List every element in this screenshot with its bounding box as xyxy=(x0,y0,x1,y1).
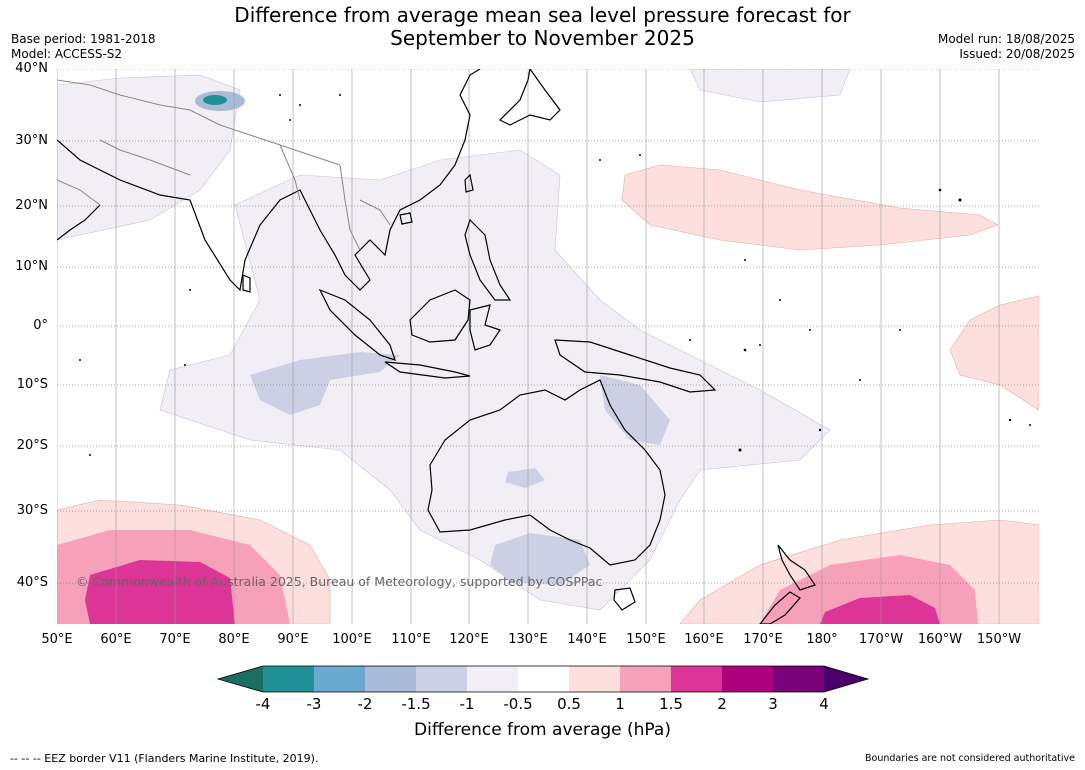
anomaly-region-pink-north-pacific xyxy=(621,164,999,251)
colorbar-tick: -4 xyxy=(255,695,271,713)
lon-label: 110°E xyxy=(391,632,431,647)
lon-label: 160°W xyxy=(917,632,963,647)
colorbar-tick: -1 xyxy=(459,695,475,713)
sulawesi-coastline xyxy=(469,304,501,351)
colorbar-tick: 0.5 xyxy=(557,695,581,713)
sri-lanka-coastline xyxy=(242,274,251,293)
eez-legend: -- -- -- EEZ border V11 (Flanders Marine… xyxy=(10,752,319,765)
lon-label: 170°E xyxy=(743,632,783,647)
colorbar-extend-high xyxy=(824,666,868,692)
lat-label: 30°S xyxy=(16,503,48,518)
borneo-coastline xyxy=(409,289,471,343)
hainan-coastline xyxy=(399,212,413,225)
lat-label: 30°N xyxy=(15,133,48,148)
lon-label: 50°E xyxy=(41,632,73,647)
model-name: Model: ACCESS-S2 xyxy=(11,47,123,61)
colorbar xyxy=(216,665,870,693)
colorbar-bin-6 xyxy=(518,666,569,692)
lat-label: 40°N xyxy=(15,61,48,76)
lon-label: 140°E xyxy=(567,632,607,647)
lat-label: 40°S xyxy=(16,575,48,590)
tasmania-coastline xyxy=(613,587,636,611)
colorbar-tick: -0.5 xyxy=(503,695,533,713)
run-info: Model run: 18/08/2025 Issued: 20/08/2025 xyxy=(938,32,1075,62)
lon-label: 80°E xyxy=(218,632,250,647)
japan-coastline xyxy=(498,69,561,126)
anomaly-region-magenta-southeast xyxy=(820,595,940,624)
taiwan-coastline xyxy=(464,173,474,193)
lon-label: 100°E xyxy=(332,632,372,647)
colorbar-tick: 3 xyxy=(768,695,778,713)
lon-label: 90°E xyxy=(277,632,309,647)
colorbar-bin-9 xyxy=(671,666,722,692)
anomaly-region-blue-grey-2 xyxy=(600,375,670,445)
sumatra-coastline xyxy=(318,288,396,361)
new-guinea-coastline xyxy=(554,339,717,393)
colorbar-tick: 1.5 xyxy=(659,695,683,713)
model-info: Base period: 1981-2018 Model: ACCESS-S2 xyxy=(11,32,156,62)
country-borders xyxy=(57,79,391,251)
lat-label: 20°S xyxy=(16,438,48,453)
lon-label: 120°E xyxy=(449,632,489,647)
anomaly-region-blue-grey-4 xyxy=(490,533,590,585)
new-zealand-south-coastline xyxy=(759,591,801,624)
lon-label: 170°W xyxy=(858,632,904,647)
anomaly-region-blue-grey-3 xyxy=(505,468,545,488)
colorbar-bin-11 xyxy=(773,666,824,692)
pacific-islands xyxy=(79,94,1031,456)
issued-date: Issued: 20/08/2025 xyxy=(959,47,1075,61)
lat-label: 20°N xyxy=(15,198,48,213)
boundaries-disclaimer: Boundaries are not considered authoritat… xyxy=(865,753,1075,764)
anomaly-region-lavender-n xyxy=(689,69,851,103)
colorbar-bin-10 xyxy=(722,666,773,692)
philippines-coastline xyxy=(464,218,512,301)
colorbar-tick: 4 xyxy=(819,695,829,713)
colorbar-tick: -3 xyxy=(306,695,322,713)
lon-label: 150°W xyxy=(976,632,1022,647)
colorbar-bin-5 xyxy=(467,666,518,692)
title-line-1: Difference from average mean sea level p… xyxy=(234,3,851,27)
asia-coastline xyxy=(57,69,481,292)
colorbar-bin-1 xyxy=(263,666,314,692)
lon-label: 180° xyxy=(806,632,838,647)
coastlines xyxy=(57,69,816,624)
lat-label: 10°N xyxy=(15,259,48,274)
colorbar-bin-3 xyxy=(365,666,416,692)
arabia-coastline xyxy=(57,204,101,241)
lon-label: 70°E xyxy=(159,632,191,647)
anomaly-region-lavender-nw xyxy=(57,74,241,241)
new-zealand-north-coastline xyxy=(777,544,816,591)
lon-label: 150°E xyxy=(626,632,666,647)
colorbar-tick: -2 xyxy=(357,695,373,713)
lon-label: 160°E xyxy=(684,632,724,647)
pressure-anomaly-field xyxy=(57,69,1039,624)
base-period: Base period: 1981-2018 xyxy=(11,32,156,46)
colorbar-bin-7 xyxy=(569,666,620,692)
australia-coastline xyxy=(427,379,666,566)
model-run: Model run: 18/08/2025 xyxy=(937,32,1075,46)
colorbar-label: Difference from average (hPa) xyxy=(414,720,671,740)
colorbar-tick: -1.5 xyxy=(401,695,431,713)
colorbar-bin-2 xyxy=(314,666,365,692)
title-line-2: September to November 2025 xyxy=(390,26,695,50)
copyright-notice: © Commonwealth of Australia 2025, Bureau… xyxy=(76,574,603,589)
anomaly-region-magenta-southwest xyxy=(85,560,235,624)
lon-label: 60°E xyxy=(100,632,132,647)
colorbar-tick: 2 xyxy=(717,695,727,713)
lon-label: 130°E xyxy=(508,632,548,647)
map-title: Difference from average mean sea level p… xyxy=(0,4,1085,50)
colorbar-extend-low xyxy=(218,666,263,692)
anomaly-region-pink-east xyxy=(949,295,1039,411)
anomaly-region-lavender xyxy=(159,149,831,611)
lat-label: 0° xyxy=(33,318,48,333)
colorbar-tick: 1 xyxy=(615,695,625,713)
colorbar-bin-8 xyxy=(620,666,671,692)
anomaly-spot-tibet-core xyxy=(203,95,227,105)
anomaly-region-blue-grey-1 xyxy=(250,352,400,415)
java-coastline xyxy=(384,361,471,379)
colorbar-bin-4 xyxy=(416,666,467,692)
lat-label: 10°S xyxy=(16,377,48,392)
